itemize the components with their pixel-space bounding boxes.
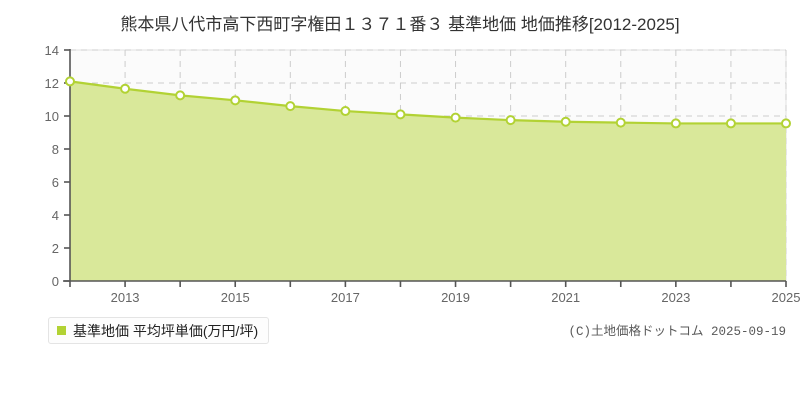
legend-swatch-icon [57,326,66,335]
y-axis-tick-label: 0 [52,274,59,289]
data-point-marker[interactable] [175,90,186,101]
data-point-marker[interactable] [120,83,131,94]
legend-label: 基準地価 平均坪単価(万円/坪) [73,322,259,339]
data-point-marker[interactable] [781,118,791,129]
data-point-marker[interactable] [285,101,296,112]
chart-title: 熊本県八代市高下西町字権田１３７１番３ 基準地価 地価推移[2012-2025] [120,15,680,34]
chart-legend[interactable]: 基準地価 平均坪単価(万円/坪) [48,317,270,344]
data-point-marker[interactable] [450,112,461,123]
y-axis-tick-label: 8 [52,142,59,157]
x-axis-tick-label: 2019 [441,290,470,305]
data-point-marker[interactable] [395,109,406,120]
y-axis-tick-label: 14 [45,43,59,58]
x-axis-tick-label: 2013 [111,290,140,305]
x-axis-tick-label: 2017 [331,290,360,305]
x-axis-tick-label: 2021 [551,290,580,305]
copyright-credit: (C)土地価格ドットコム 2025-09-19 [568,325,786,339]
x-axis-tick-label: 2025 [772,290,800,305]
y-axis-tick-label: 4 [52,208,59,223]
series-area-fill [70,81,786,281]
data-point-marker[interactable] [65,76,75,87]
data-point-marker[interactable] [670,118,681,129]
data-point-marker[interactable] [230,95,241,106]
x-axis-tick-label: 2023 [661,290,690,305]
y-axis-tick-label: 6 [52,175,59,190]
series-line [69,80,786,125]
data-point-marker[interactable] [725,118,736,129]
y-axis-tick-label: 10 [45,109,59,124]
x-axis-tick-label: 2015 [221,290,250,305]
data-point-marker[interactable] [615,117,626,128]
data-point-marker[interactable] [560,116,571,127]
data-point-marker[interactable] [340,106,351,117]
data-point-marker[interactable] [505,115,516,126]
y-axis-tick-label: 2 [52,241,59,256]
y-axis-tick-label: 12 [45,76,59,91]
